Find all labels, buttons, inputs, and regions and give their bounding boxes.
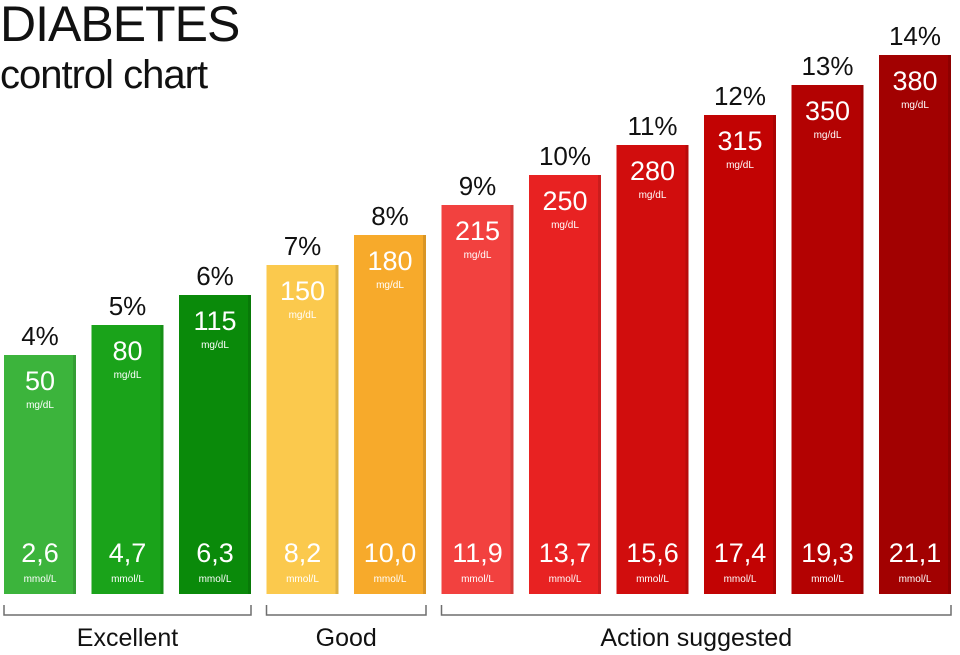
bar	[616, 145, 689, 594]
glucose-mmol-unit: mmol/L	[899, 574, 932, 585]
hba1c-label: 12%	[714, 81, 766, 111]
glucose-mgdl-value: 250	[542, 186, 587, 216]
bar-shade	[73, 355, 76, 594]
glucose-mgdl-value: 350	[805, 96, 850, 126]
bar-shade	[335, 265, 339, 594]
glucose-mgdl-value: 150	[280, 276, 325, 306]
glucose-mmol-unit: mmol/L	[374, 574, 407, 585]
bar	[441, 205, 514, 594]
glucose-mgdl-unit: mg/dL	[726, 160, 754, 171]
chart-title: DIABETES	[0, 0, 240, 52]
group-label: Good	[316, 624, 377, 652]
glucose-mmol-unit: mmol/L	[461, 574, 494, 585]
glucose-mgdl-value: 50	[25, 366, 55, 396]
glucose-mmol-unit: mmol/L	[111, 574, 144, 585]
glucose-mmol-unit: mmol/L	[286, 574, 319, 585]
glucose-mgdl-unit: mg/dL	[464, 250, 492, 261]
hba1c-label: 8%	[371, 201, 409, 231]
chart-subtitle: control chart	[0, 53, 208, 97]
hba1c-label: 14%	[889, 21, 941, 51]
bar	[91, 325, 164, 594]
glucose-mgdl-value: 280	[630, 156, 675, 186]
glucose-mgdl-value: 180	[367, 246, 412, 276]
glucose-mmol-value: 21,1	[889, 538, 942, 568]
hba1c-label: 4%	[21, 321, 59, 351]
bar-shade	[510, 205, 514, 594]
bar	[791, 85, 864, 594]
glucose-mgdl-unit: mg/dL	[289, 310, 317, 321]
glucose-mgdl-value: 215	[455, 216, 500, 246]
glucose-mmol-value: 2,6	[21, 538, 59, 568]
glucose-mmol-unit: mmol/L	[24, 574, 57, 585]
glucose-mgdl-unit: mg/dL	[201, 340, 229, 351]
glucose-mmol-value: 4,7	[109, 538, 147, 568]
group-label: Excellent	[77, 624, 178, 652]
hba1c-label: 13%	[801, 51, 853, 81]
glucose-mmol-value: 11,9	[452, 538, 503, 568]
bar-shade	[948, 55, 951, 594]
glucose-mmol-unit: mmol/L	[724, 574, 757, 585]
bar	[4, 355, 76, 594]
glucose-mmol-value: 15,6	[626, 538, 679, 568]
glucose-mmol-unit: mmol/L	[549, 574, 582, 585]
bar	[529, 175, 601, 594]
glucose-mgdl-unit: mg/dL	[376, 280, 404, 291]
glucose-mmol-value: 17,4	[714, 538, 767, 568]
glucose-mmol-value: 19,3	[801, 538, 854, 568]
hba1c-label: 6%	[196, 261, 234, 291]
bar-shade	[773, 115, 776, 594]
bar	[704, 115, 776, 594]
bar-shade	[860, 85, 864, 594]
glucose-mgdl-unit: mg/dL	[551, 220, 579, 231]
bar	[354, 235, 426, 594]
glucose-mmol-unit: mmol/L	[636, 574, 669, 585]
glucose-mgdl-value: 115	[193, 306, 236, 336]
glucose-mgdl-value: 380	[892, 66, 937, 96]
group-bracket	[265, 605, 427, 616]
bar-shade	[598, 175, 601, 594]
group-brackets: Excellent Good Action suggested	[3, 605, 952, 652]
bar-shade	[685, 145, 689, 594]
bars: 4% 50 mg/dL 2,6 mmol/L 5% 80 mg/dL 4,7 mmol/L 6% 11…	[4, 21, 951, 594]
group-label: Action suggested	[600, 624, 792, 652]
glucose-mgdl-unit: mg/dL	[814, 130, 842, 141]
glucose-mmol-value: 8,2	[284, 538, 322, 568]
glucose-mmol-unit: mmol/L	[199, 574, 232, 585]
hba1c-label: 7%	[284, 231, 322, 261]
glucose-mmol-value: 13,7	[539, 538, 592, 568]
glucose-mgdl-unit: mg/dL	[639, 190, 667, 201]
group-bracket	[3, 605, 252, 616]
bar-shade	[248, 295, 251, 594]
glucose-mgdl-value: 315	[717, 126, 762, 156]
hba1c-label: 10%	[539, 141, 591, 171]
bar	[879, 55, 951, 594]
glucose-mgdl-value: 80	[112, 336, 142, 366]
hba1c-label: 11%	[627, 111, 677, 141]
hba1c-label: 9%	[459, 171, 497, 201]
bar	[266, 265, 339, 594]
glucose-mgdl-unit: mg/dL	[26, 400, 54, 411]
group-bracket	[440, 605, 952, 616]
glucose-mmol-value: 6,3	[196, 538, 234, 568]
glucose-mmol-unit: mmol/L	[811, 574, 844, 585]
hba1c-label: 5%	[109, 291, 147, 321]
bar	[179, 295, 251, 594]
glucose-mgdl-unit: mg/dL	[901, 100, 929, 111]
bar-shade	[423, 235, 426, 594]
glucose-mgdl-unit: mg/dL	[114, 370, 142, 381]
bar-shade	[160, 325, 164, 594]
glucose-mmol-value: 10,0	[364, 538, 417, 568]
